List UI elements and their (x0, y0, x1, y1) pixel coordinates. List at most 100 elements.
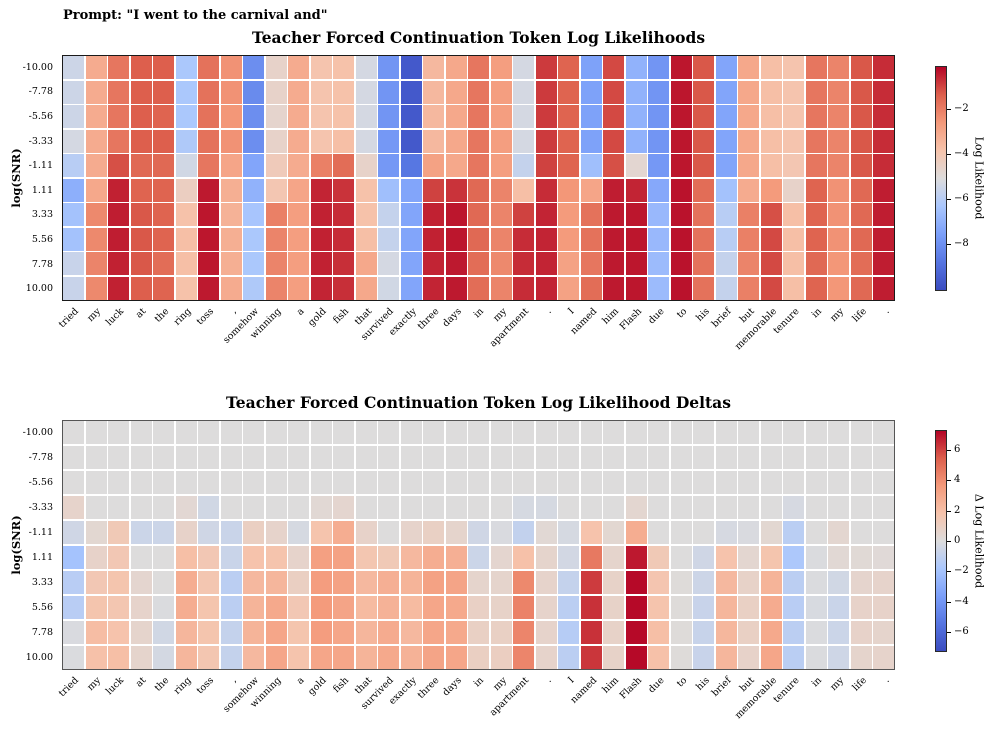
heatmap-cell (513, 545, 534, 570)
heatmap-cell (153, 178, 174, 202)
heatmap-cell (693, 570, 714, 595)
heatmap-cell (378, 56, 399, 80)
heatmap-cell (243, 178, 264, 202)
x-tick-label: days (440, 306, 464, 330)
heatmap-cell (670, 495, 692, 520)
heatmap-cell (738, 421, 759, 445)
heatmap-cell (873, 570, 894, 595)
heatmap-cell (535, 545, 557, 570)
colorbar-tick-label: 2 (954, 504, 961, 516)
heatmap-cell (130, 154, 152, 178)
heatmap-cell (873, 645, 894, 669)
x-tick-label: tried (56, 675, 82, 700)
x-tick-label: . (543, 306, 554, 316)
x-tick-label: a (294, 675, 307, 687)
heatmap-cell (265, 595, 287, 620)
heatmap-cell (648, 570, 669, 595)
heatmap-cell (310, 495, 332, 520)
heatmap-cell (423, 495, 444, 520)
heatmap-cell (400, 56, 422, 80)
heatmap-cell (850, 178, 872, 202)
heatmap-cell (513, 80, 534, 104)
heatmap-cell (175, 470, 197, 495)
heatmap-cell (63, 470, 84, 495)
heatmap-cell (130, 129, 152, 153)
x-tick-label: my (85, 675, 104, 693)
heatmap-cell (108, 154, 129, 178)
heatmap-cell (153, 570, 174, 595)
x-tick-label: fish (331, 306, 352, 327)
y-tick-label: -10.00 (22, 427, 53, 438)
x-tick-label: in (809, 306, 824, 321)
heatmap-cell (828, 620, 849, 645)
heatmap-cell (310, 154, 332, 178)
heatmap-cell (355, 178, 377, 202)
heatmap-cell (243, 80, 264, 104)
heatmap-cell (175, 178, 197, 202)
heatmap-cell (333, 470, 354, 495)
heatmap-cell (423, 620, 444, 645)
heatmap-cell (670, 470, 692, 495)
heatmap-cell (423, 252, 444, 276)
heatmap-cell (693, 545, 714, 570)
heatmap-cell (805, 276, 827, 300)
heatmap-cell (333, 203, 354, 227)
heatmap-cell (310, 445, 332, 470)
heatmap-cell (468, 105, 489, 129)
heatmap-cell (468, 421, 489, 445)
heatmap-cell (670, 595, 692, 620)
heatmap-cell (738, 570, 759, 595)
heatmap-cell (625, 203, 647, 227)
heatmap-cell (850, 56, 872, 80)
heatmap-cell (400, 520, 422, 545)
heatmap-cell (670, 445, 692, 470)
x-tick-label: brief (710, 675, 734, 699)
heatmap-cell (220, 445, 242, 470)
heatmap-cell (760, 570, 782, 595)
heatmap-cell (400, 470, 422, 495)
heatmap-cell (873, 595, 894, 620)
heatmap-cell (175, 445, 197, 470)
x-tick-label: . (881, 675, 892, 685)
heatmap-cell (85, 470, 107, 495)
heatmap-cell (828, 56, 849, 80)
heatmap-cell (333, 56, 354, 80)
heatmap-cell (265, 545, 287, 570)
heatmap-cell (873, 154, 894, 178)
heatmap-cell (445, 520, 467, 545)
heatmap-cell (873, 520, 894, 545)
heatmap-cell (468, 56, 489, 80)
heatmap-cell (828, 445, 849, 470)
heatmap-cell (693, 56, 714, 80)
heatmap-cell (85, 129, 107, 153)
heatmap-cell (693, 203, 714, 227)
heatmap-cell (850, 495, 872, 520)
heatmap-cell (580, 421, 602, 445)
heatmap-cell (63, 570, 84, 595)
y-tick-labels-top: -10.00 -7.78 -5.56 -3.33 -1.11 1.11 3.33 5.56 7.… (0, 55, 58, 301)
heatmap-cell (468, 520, 489, 545)
heatmap-cell (603, 129, 624, 153)
y-tick-label: -7.78 (28, 452, 53, 463)
heatmap-cell (513, 645, 534, 669)
heatmap-cell (805, 620, 827, 645)
heatmap-cell (423, 545, 444, 570)
heatmap-cell (288, 620, 309, 645)
heatmap-cell (400, 645, 422, 669)
heatmap-cell (625, 570, 647, 595)
heatmap-cell (513, 56, 534, 80)
heatmap-cell (243, 154, 264, 178)
heatmap-cell (513, 105, 534, 129)
heatmap-cell (760, 620, 782, 645)
heatmap-cell (63, 252, 84, 276)
heatmap-cell (738, 252, 759, 276)
heatmap-cell (625, 421, 647, 445)
heatmap-cell (513, 252, 534, 276)
heatmap-cell (445, 545, 467, 570)
heatmap-cell (490, 178, 512, 202)
heatmap-cell (850, 276, 872, 300)
x-tick-labels-bottom: tried my luck at the ring toss, somehow winning a… (57, 672, 895, 734)
heatmap-cell (873, 470, 894, 495)
heatmap-cell (558, 470, 579, 495)
heatmap-cell (580, 252, 602, 276)
